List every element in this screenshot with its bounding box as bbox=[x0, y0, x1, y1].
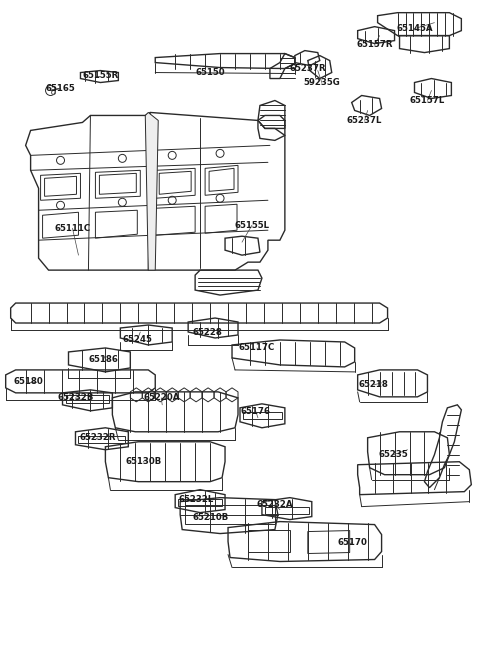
Text: 65237L: 65237L bbox=[347, 116, 383, 125]
Text: 65232R: 65232R bbox=[79, 433, 116, 442]
Text: 65130B: 65130B bbox=[125, 457, 161, 466]
Text: 65157R: 65157R bbox=[356, 40, 393, 49]
Text: 65180: 65180 bbox=[14, 377, 44, 386]
Text: 65117C: 65117C bbox=[239, 343, 275, 352]
Text: 65228: 65228 bbox=[192, 329, 222, 337]
Text: 65157L: 65157L bbox=[410, 96, 445, 105]
Text: 65232A: 65232A bbox=[257, 500, 293, 509]
Polygon shape bbox=[145, 113, 158, 270]
Text: 65155R: 65155R bbox=[82, 71, 119, 80]
Text: 65145A: 65145A bbox=[396, 24, 433, 33]
Text: 59235G: 59235G bbox=[303, 78, 340, 87]
Text: 65220A: 65220A bbox=[143, 394, 180, 402]
Text: 65245: 65245 bbox=[122, 335, 152, 345]
Text: 65232B: 65232B bbox=[57, 394, 94, 402]
Text: 65186: 65186 bbox=[88, 356, 119, 364]
Text: 65165: 65165 bbox=[46, 84, 75, 93]
Text: 65176: 65176 bbox=[241, 407, 271, 417]
Text: 65155L: 65155L bbox=[234, 221, 269, 230]
Text: 65111C: 65111C bbox=[54, 224, 91, 233]
Text: 65235: 65235 bbox=[379, 450, 408, 459]
Text: 65218: 65218 bbox=[359, 381, 388, 389]
Text: 65210B: 65210B bbox=[193, 513, 229, 522]
Text: 65237R: 65237R bbox=[289, 64, 326, 73]
Text: 65232L: 65232L bbox=[179, 495, 214, 504]
Text: 65170: 65170 bbox=[338, 538, 368, 547]
Text: 65150: 65150 bbox=[195, 68, 225, 77]
